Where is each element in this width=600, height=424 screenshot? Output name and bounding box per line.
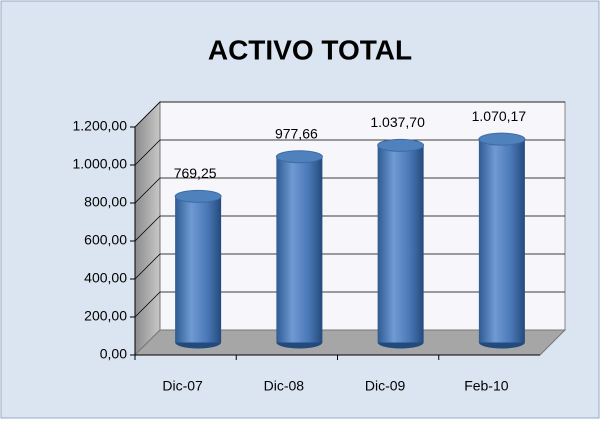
grid-line: [134, 177, 565, 204]
x-tick-label: Dic-08: [264, 378, 305, 394]
y-tick-label: 1.000,00: [73, 156, 128, 172]
bar: [276, 156, 323, 343]
bar-top: [377, 138, 425, 152]
grid-line: [134, 215, 565, 242]
value-label: 1.070,17: [472, 108, 527, 124]
x-tick-label: Dic-09: [365, 378, 406, 394]
y-tick-label: 1.200,00: [73, 118, 128, 134]
bar: [478, 139, 525, 343]
bar: [175, 196, 222, 343]
y-tick-label: 600,00: [84, 232, 127, 248]
value-label: 1.037,70: [370, 114, 425, 130]
grid-line: [134, 101, 565, 128]
bar: [377, 145, 424, 343]
grid-line: [134, 253, 565, 280]
x-tick-label: Dic-07: [162, 378, 203, 394]
y-tick-label: 800,00: [84, 194, 127, 210]
grid-line: [134, 291, 565, 318]
grid-line: [134, 139, 565, 166]
bar-top: [275, 150, 323, 164]
bar-top: [478, 132, 526, 146]
chart-title: ACTIVO TOTAL: [208, 34, 412, 65]
x-tick-label: Feb-10: [464, 378, 509, 394]
bar-top: [174, 189, 222, 203]
y-tick-label: 0,00: [100, 346, 127, 362]
y-tick-label: 400,00: [84, 270, 127, 286]
value-label: 977,66: [275, 125, 318, 141]
value-label: 769,25: [174, 165, 217, 181]
y-tick-label: 200,00: [84, 308, 127, 324]
